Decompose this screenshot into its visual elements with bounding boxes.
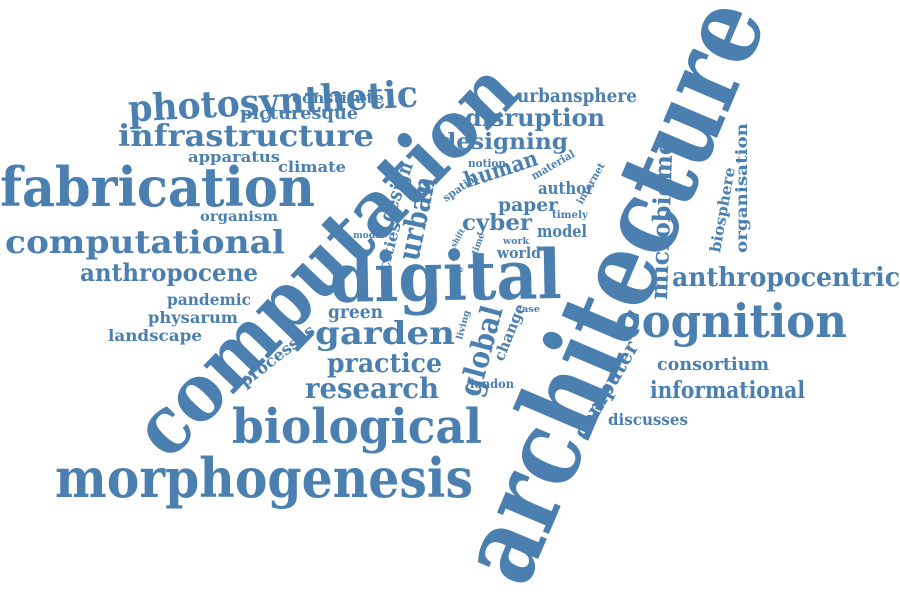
word-anthropocene: anthropocene [80,258,258,287]
word-computational: computational [5,223,285,261]
word-microbiome: microbiome [644,139,679,300]
word-organism: organism [200,209,278,225]
word-anthropocentric: anthropocentric [672,263,900,293]
word-world: world [496,244,541,262]
word-morphogenesis: morphogenesis [55,446,473,510]
word-organisation: organisation [732,123,751,253]
word-infrastructure: infrastructure [118,119,374,154]
word-urbansphere: urbansphere [517,85,637,107]
word-mode: mode [353,231,381,241]
word-author: author [538,179,595,199]
word-cloud-words: architecture computation digital fabrica… [0,0,900,600]
word-work: work [502,237,530,247]
word-research: research [305,372,439,405]
word-timely: timely [552,210,589,221]
word-apparatus: apparatus [188,148,280,166]
word-constitute: constitute [292,89,384,107]
word-biological: biological [232,399,482,455]
word-paper: paper [498,194,559,216]
word-discusses: discusses [608,410,688,429]
word-model: model [537,222,587,242]
word-notion: notion [468,157,506,170]
word-climate: climate [278,158,346,176]
word-landscape: landscape [108,326,202,345]
word-designing: designing [440,129,568,155]
word-fabrication: fabrication [0,155,315,219]
word-cyber: cyber [462,210,532,236]
word-informational: informational [650,377,805,404]
word-green: green [328,301,383,323]
word-case: case [516,305,540,315]
word-physarum: physarum [148,308,238,327]
word-picturesque: picturesque [240,104,358,124]
word-disruption: disruption [465,103,605,132]
word-pandemic: pandemic [167,290,251,309]
word-london: london [470,377,514,391]
word-cognition: cognition [615,294,847,348]
word-garden: garden [315,314,455,352]
word-digital: digital [329,235,562,319]
word-practice: practice [327,349,442,379]
word-consortium: consortium [657,354,769,375]
